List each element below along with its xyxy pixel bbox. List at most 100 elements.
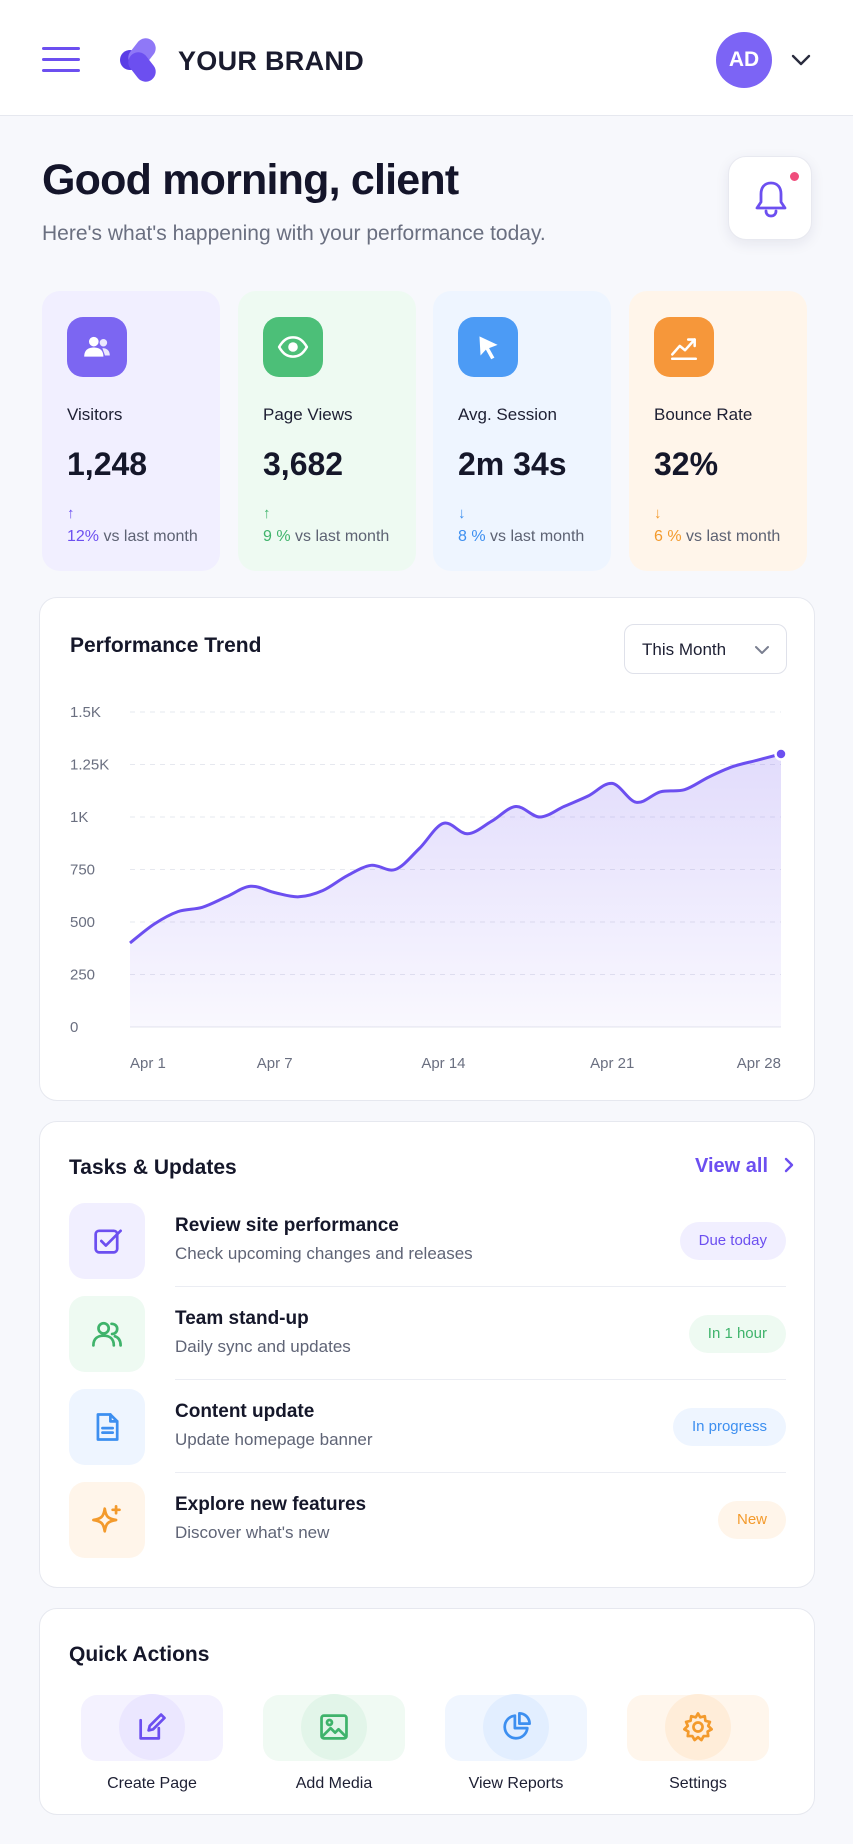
page-subtitle: Here's what's happening with your perfor… <box>42 222 546 245</box>
stat-value: 3,682 <box>263 446 344 482</box>
stat-icon-badge <box>263 317 323 377</box>
stat-icon-badge <box>458 317 518 377</box>
task-subtitle: Discover what's new <box>175 1523 330 1542</box>
y-tick-label: 0 <box>70 1019 78 1036</box>
chart-title: Performance Trend <box>70 634 262 657</box>
stat-trend-arrow-icon: ↓ <box>654 505 662 522</box>
y-tick-label: 750 <box>70 862 95 879</box>
stat-change: 8 % vs last month <box>458 528 584 546</box>
eye-icon <box>277 336 309 358</box>
task-status-badge: New <box>717 1501 786 1539</box>
task-icon-badge <box>69 1296 145 1372</box>
stat-card-bounce-rate[interactable]: Bounce Rate 32% ↓ 6 % vs last month <box>629 291 807 571</box>
quick-action-settings-button[interactable]: Settings <box>627 1694 769 1795</box>
cursor-icon <box>479 336 498 360</box>
task-subtitle: Check upcoming changes and releases <box>175 1244 473 1263</box>
quick-action-label: Settings <box>669 1775 727 1792</box>
task-item[interactable]: Team stand-up Daily sync and updates In 1 … <box>69 1288 786 1380</box>
chevron-right-icon <box>784 1157 793 1173</box>
quick-action-view-reports-button[interactable]: View Reports <box>445 1694 587 1795</box>
stat-change: 9 % vs last month <box>263 528 389 546</box>
task-icon-badge <box>69 1482 145 1558</box>
avatar[interactable]: AD <box>716 32 772 88</box>
task-icon-badge <box>69 1203 145 1279</box>
stat-label: Page Views <box>263 405 353 424</box>
task-title: Team stand-up <box>175 1308 309 1329</box>
quick-action-icon-circle <box>301 1694 367 1760</box>
task-subtitle: Update homepage banner <box>175 1430 373 1449</box>
quick-actions-title: Quick Actions <box>69 1643 210 1666</box>
task-title: Explore new features <box>175 1494 367 1515</box>
task-item[interactable]: Content update Update homepage banner In p… <box>69 1381 786 1473</box>
task-subtitle: Daily sync and updates <box>175 1337 351 1356</box>
stat-change: 12% vs last month <box>67 528 198 546</box>
performance-chart: 0 250 500 750 1K 1.25K 1.5K Apr 1 Apr 7 Apr 14 Apr… <box>70 704 788 1072</box>
stat-icon-badge <box>654 317 714 377</box>
team-icon <box>92 1321 122 1347</box>
notification-badge <box>788 170 801 183</box>
y-tick-label: 500 <box>70 914 95 931</box>
stat-label: Bounce Rate <box>654 405 753 424</box>
edit-icon <box>139 1713 166 1740</box>
quick-actions-card: Quick Actions Create Page Add Media View R… <box>39 1608 815 1815</box>
chevron-down-icon <box>755 646 769 654</box>
stat-trend-arrow-icon: ↑ <box>263 505 271 522</box>
stat-label: Avg. Session <box>458 405 557 424</box>
document-icon <box>96 1413 119 1441</box>
task-item[interactable]: Review site performance Check upcoming ch… <box>69 1195 786 1287</box>
quick-action-icon-circle <box>119 1694 185 1760</box>
sparkle-icon <box>92 1505 121 1533</box>
task-status-badge: Due today <box>679 1222 786 1260</box>
stat-trend-arrow-icon: ↑ <box>67 505 75 522</box>
task-status-badge: In progress <box>672 1408 786 1446</box>
stat-change-suffix: vs last month <box>103 528 198 545</box>
brand-logo-icon <box>120 38 156 82</box>
checkbox-icon <box>94 1229 122 1254</box>
quick-action-label: View Reports <box>468 1775 564 1792</box>
stat-icon-badge <box>67 317 127 377</box>
stat-card-visitors[interactable]: Visitors 1,248 ↑ 12% vs last month <box>42 291 220 571</box>
stat-change: 6 % vs last month <box>654 528 780 546</box>
x-tick-label: Apr 28 <box>737 1055 781 1072</box>
y-tick-label: 250 <box>70 967 95 984</box>
bell-icon <box>755 181 787 218</box>
y-tick-label: 1K <box>70 809 88 826</box>
quick-action-create-page-button[interactable]: Create Page <box>81 1694 223 1795</box>
stat-card-avg-session[interactable]: Avg. Session 2m 34s ↓ 8 % vs last month <box>433 291 611 571</box>
x-tick-label: Apr 1 <box>130 1055 166 1072</box>
view-all-label: View all <box>695 1155 769 1177</box>
gear-icon <box>683 1712 713 1742</box>
tasks-title: Tasks & Updates <box>69 1156 237 1179</box>
stat-change-percent: 12% <box>67 528 100 545</box>
users-icon <box>84 336 110 357</box>
chart-series-line <box>129 752 782 945</box>
quick-action-icon-circle <box>665 1694 731 1760</box>
task-title: Review site performance <box>175 1215 399 1236</box>
stat-card-page-views[interactable]: Page Views 3,682 ↑ 9 % vs last month <box>238 291 416 571</box>
x-tick-label: Apr 14 <box>421 1055 465 1072</box>
stat-value: 1,248 <box>67 446 148 482</box>
range-dropdown[interactable]: This Month <box>624 624 787 674</box>
x-tick-label: Apr 21 <box>590 1055 634 1072</box>
hamburger-menu-icon[interactable] <box>42 44 80 74</box>
trend-icon <box>670 338 698 361</box>
notifications-button[interactable] <box>728 156 812 240</box>
task-icon-badge <box>69 1389 145 1465</box>
task-title: Content update <box>175 1401 315 1422</box>
stat-change-suffix: vs last month <box>295 528 390 545</box>
chart-endpoint-marker[interactable] <box>774 747 788 761</box>
quick-action-add-media-button[interactable]: Add Media <box>263 1694 405 1795</box>
stat-change-percent: 9 % <box>263 528 291 545</box>
chevron-down-icon[interactable] <box>790 50 812 70</box>
task-item[interactable]: Explore new features Discover what's new N… <box>69 1474 786 1566</box>
y-tick-label: 1.25K <box>70 757 109 774</box>
stat-change-percent: 8 % <box>458 528 486 545</box>
view-all-link[interactable]: View all <box>695 1155 796 1178</box>
stat-change-suffix: vs last month <box>490 528 585 545</box>
image-icon <box>320 1714 348 1740</box>
chart-area-fill <box>130 754 781 1027</box>
app-header: YOUR BRAND AD <box>0 0 853 116</box>
brand-name: YOUR BRAND <box>178 46 365 76</box>
page-title: Good morning, client <box>42 156 459 204</box>
quick-action-icon-circle <box>483 1694 549 1760</box>
